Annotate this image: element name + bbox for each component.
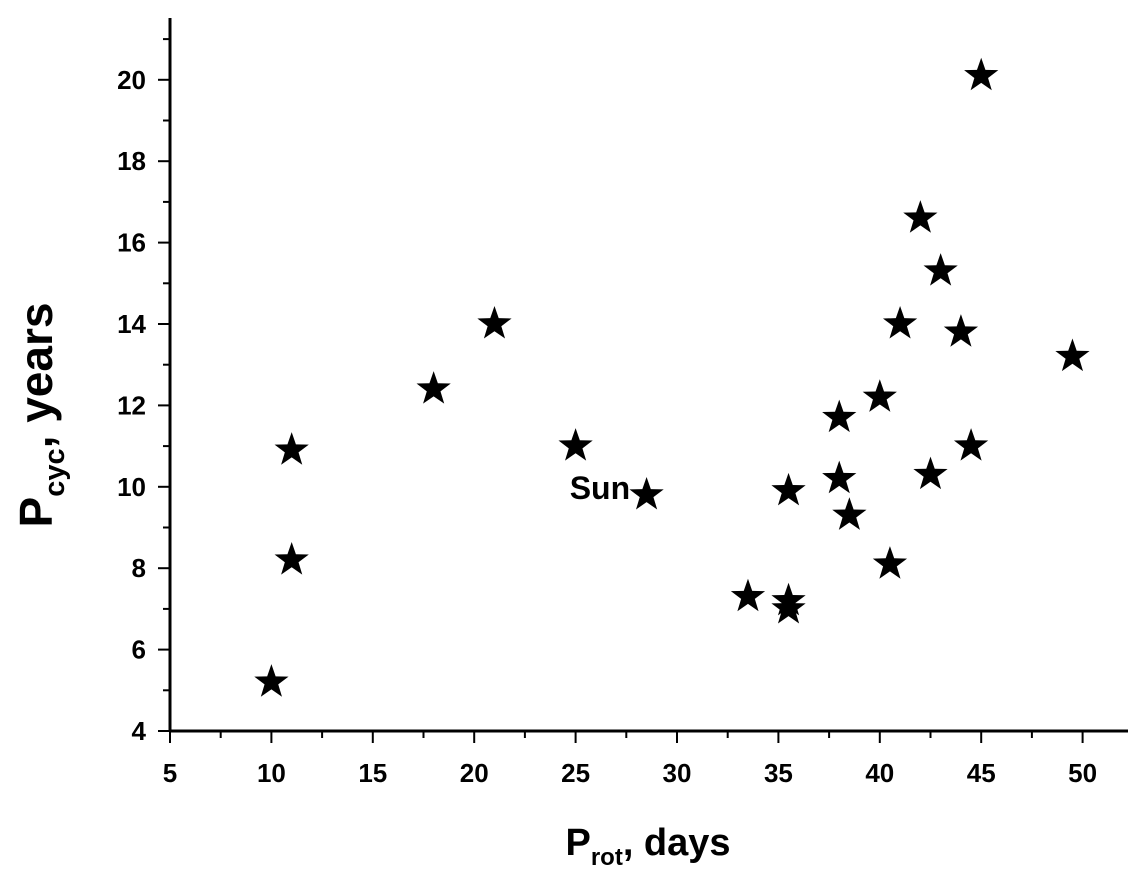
y-axis-title-subscript: cyc [39,448,71,496]
x-tick-label: 20 [460,758,489,788]
data-point-star [730,578,766,612]
y-tick-label: 14 [117,309,146,339]
x-tick-label: 10 [257,758,286,788]
data-point-star [903,200,938,233]
data-point-star [771,472,806,506]
data-point-star [964,57,999,91]
y-axis-title-main: P [10,497,62,528]
data-point-star [274,542,309,575]
x-tick-label: 35 [764,758,793,788]
x-axis-ticks: 5 10 15 20 25 30 35 40 45 50 [163,731,1097,788]
data-point-star [943,314,979,347]
x-axis-title-main: P [565,822,590,864]
data-point-star [822,399,857,433]
data-point-star [558,428,593,461]
axes [168,18,1128,733]
x-axis-title: Prot, days [565,822,730,871]
data-point-star [953,428,989,461]
data-point-star [872,546,908,579]
data-point-star [913,456,948,490]
x-tick-label: 15 [358,758,387,788]
data-point-star [1055,338,1090,372]
data-point-star [822,460,857,494]
data-point-star [832,497,867,530]
y-tick-label: 16 [117,228,146,258]
data-point-star [882,306,918,339]
x-axis-title-rest: , days [623,822,731,864]
data-point-star [923,253,958,286]
data-point-star [629,476,664,510]
y-tick-label: 20 [117,65,146,95]
x-tick-label: 25 [561,758,590,788]
data-point-star [274,432,309,465]
x-tick-label: 30 [663,758,692,788]
x-tick-label: 40 [865,758,894,788]
data-point-star [416,371,451,404]
x-tick-label: 50 [1068,758,1097,788]
data-points [254,57,1090,697]
y-axis-ticks: 4 6 8 10 12 14 16 18 20 [117,38,170,746]
data-point-star [254,664,289,697]
y-tick-label: 18 [117,146,146,176]
x-tick-label: 45 [967,758,996,788]
y-tick-label: 8 [132,553,146,583]
y-tick-label: 12 [117,390,146,420]
x-axis-title-subscript: rot [591,844,623,871]
y-tick-label: 4 [132,716,147,746]
annotation-sun: Sun [570,470,630,506]
x-tick-label: 5 [163,758,177,788]
y-tick-label: 10 [117,472,146,502]
y-axis-title: Pcyc, years [10,303,71,528]
data-point-star [771,590,806,624]
y-tick-label: 6 [132,635,146,665]
data-point-star [862,379,897,412]
data-point-star [477,306,512,339]
y-axis-title-rest: , years [10,303,62,449]
